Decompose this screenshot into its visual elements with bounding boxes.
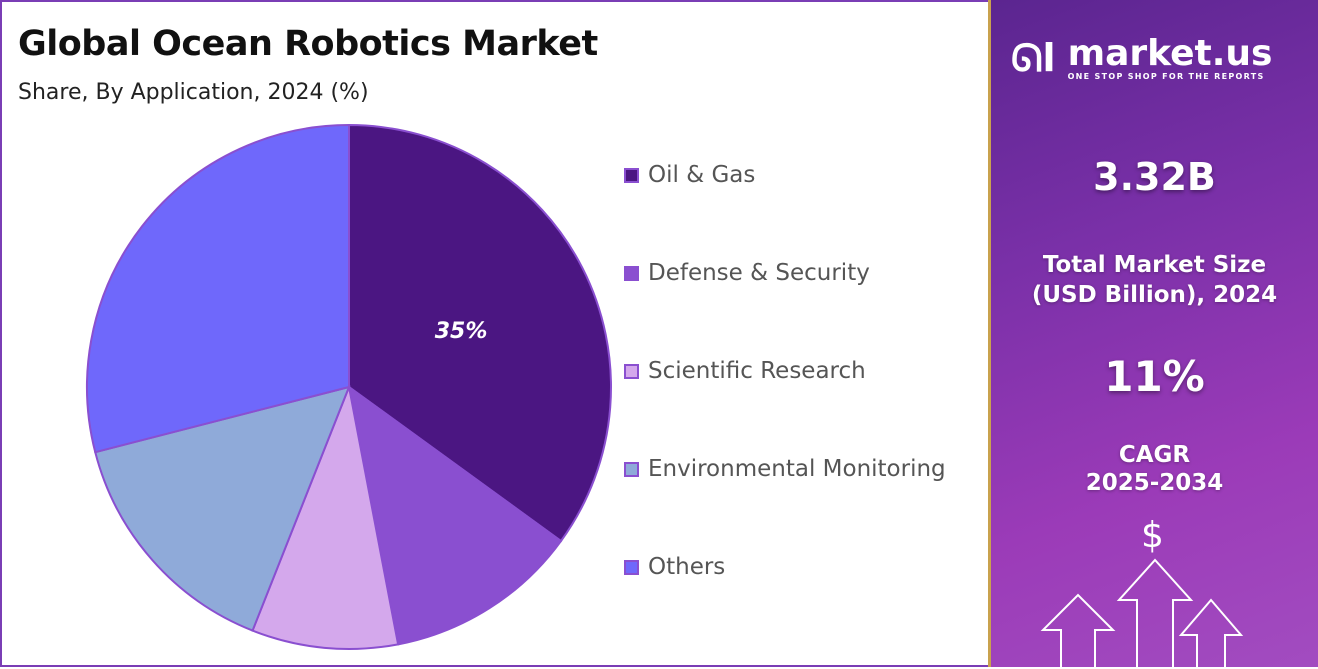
chart-area: Global Ocean Robotics Market Share, By A…	[0, 0, 988, 667]
market-size-value: 3.32B	[1093, 155, 1216, 199]
market-us-logo: ᘏl market.us ONE STOP SHOP FOR THE REPOR…	[1011, 33, 1273, 82]
growth-arrows-icon	[1040, 558, 1244, 667]
logo-icon: ᘏl	[1011, 36, 1056, 80]
cagr-label-1: CAGR	[1118, 442, 1191, 468]
legend-label: Environmental Monitoring	[648, 456, 946, 482]
pie-slice-environmental-monitoring	[94, 385, 351, 632]
legend-item: Defense & Security	[624, 260, 870, 286]
pie-slice-oil-gas	[348, 123, 612, 543]
market-size-label-2: (USD Billion), 2024	[1031, 282, 1278, 308]
legend-item: Environmental Monitoring	[624, 456, 946, 482]
brand-name: market.us	[1067, 33, 1273, 74]
cagr-value: 11%	[1104, 352, 1205, 401]
summary-panel: ᘏl market.us ONE STOP SHOP FOR THE REPOR…	[988, 0, 1318, 667]
chart-title: Global Ocean Robotics Market	[18, 24, 598, 64]
legend-label: Defense & Security	[648, 260, 870, 286]
legend-swatch	[624, 461, 639, 477]
pie-chart: 35%	[86, 123, 612, 650]
market-size-label-1: Total Market Size	[1042, 252, 1267, 278]
legend-swatch	[624, 363, 639, 379]
pie-slice-scientific-research	[251, 383, 400, 650]
legend-label: Scientific Research	[648, 358, 866, 384]
data-label: 35%	[435, 319, 488, 344]
brand-tagline: ONE STOP SHOP FOR THE REPORTS	[1067, 72, 1265, 81]
legend-label: Oil & Gas	[648, 162, 756, 188]
legend-label: Others	[648, 554, 726, 580]
pie-slice-defense-security	[347, 384, 563, 646]
legend-swatch	[624, 265, 639, 281]
pie-slice-others	[86, 123, 350, 454]
legend-item: Oil & Gas	[624, 162, 755, 188]
cagr-label-2: 2025-2034	[1085, 470, 1224, 496]
legend-swatch	[624, 167, 639, 183]
legend-item: Scientific Research	[624, 358, 866, 384]
chart-subtitle: Share, By Application, 2024 (%)	[18, 80, 369, 105]
legend-item: Others	[624, 554, 725, 580]
dollar-icon: $	[1141, 515, 1164, 556]
legend-swatch	[624, 559, 639, 575]
